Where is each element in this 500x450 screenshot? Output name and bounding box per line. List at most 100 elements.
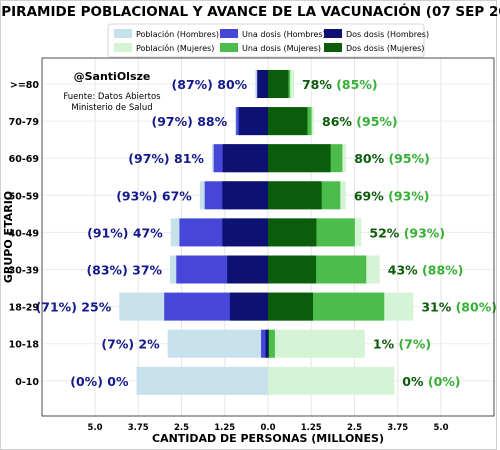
bar-dos-dosis-hombres-10-18 xyxy=(265,329,268,358)
legend-swatch-dos-dosis-hombres xyxy=(324,29,342,38)
y-tick-0-10: 0-10 xyxy=(15,377,39,388)
label-right-pct-one: (80%) xyxy=(456,300,497,315)
label-right-pct-one: (95%) xyxy=(356,114,397,129)
legend-label-una-dosis-mujeres: Una dosis (Mujeres) xyxy=(242,44,321,53)
bars-layer xyxy=(119,70,414,395)
label-left-0-10: (0%) 0% xyxy=(70,374,129,389)
label-left-30-39: (83%) 37% xyxy=(86,263,162,278)
legend-label-poblaci-n-mujeres: Población (Mujeres) xyxy=(136,43,214,53)
y-tick-40-49: 40-49 xyxy=(9,228,39,239)
bar-poblaci-n-hombres-10-18 xyxy=(167,329,268,358)
label-right-pct-one: (95%) xyxy=(388,151,429,166)
label-left-80: (87%) 80% xyxy=(172,77,248,92)
label-right-pct-two: 69% xyxy=(354,188,384,203)
label-right-0-10: 0% (0%) xyxy=(402,374,460,389)
bar-poblaci-n-mujeres-10-18 xyxy=(268,329,365,358)
y-tick-10-18: 10-18 xyxy=(9,340,40,351)
label-right-pct-one: (7%) xyxy=(398,337,431,352)
x-tick-3: 1.25 xyxy=(214,423,235,433)
label-right-60-69: 80% (95%) xyxy=(354,151,430,166)
x-tick-8: 5.0 xyxy=(433,423,448,433)
label-right-pct-two: 31% xyxy=(421,300,451,315)
bar-dos-dosis-mujeres-50-59 xyxy=(268,181,322,210)
label-right-10-18: 1% (7%) xyxy=(373,337,431,352)
bar-poblaci-n-hombres-0-10 xyxy=(136,366,268,395)
label-left-pct-one: (93%) xyxy=(116,188,157,203)
bar-dos-dosis-mujeres-60-69 xyxy=(268,144,331,173)
label-right-pct-two: 1% xyxy=(373,337,395,352)
label-right-70-79: 86% (95%) xyxy=(322,114,398,129)
label-left-40-49: (91%) 47% xyxy=(87,225,163,240)
label-left-pct-two: 81% xyxy=(174,151,204,166)
label-left-pct-two: 80% xyxy=(217,77,247,92)
bar-dos-dosis-hombres-50-59 xyxy=(222,181,268,210)
legend-swatch-una-dosis-mujeres xyxy=(220,43,238,52)
bar-dos-dosis-hombres-60-69 xyxy=(222,144,268,173)
bar-dos-dosis-hombres-70-79 xyxy=(238,107,268,136)
label-left-pct-one: (0%) xyxy=(70,374,103,389)
label-left-50-59: (93%) 67% xyxy=(116,188,192,203)
label-right-pct-one: (85%) xyxy=(336,77,377,92)
label-left-pct-two: 47% xyxy=(133,225,163,240)
label-left-18-29: (71%) 25% xyxy=(36,300,112,315)
label-right-40-49: 52% (93%) xyxy=(369,225,445,240)
x-axis-label: CANTIDAD DE PERSONAS (MILLONES) xyxy=(152,432,384,445)
label-right-80: 78% (85%) xyxy=(302,77,378,92)
label-right-30-39: 43% (88%) xyxy=(388,263,464,278)
bar-dos-dosis-mujeres-70-79 xyxy=(268,107,308,136)
label-left-pct-two: 67% xyxy=(162,188,192,203)
author-handle: @SantiOlsze xyxy=(74,70,151,83)
y-axis-label: GRUPO ETARIO xyxy=(2,191,15,283)
legend-items: Población (Hombres) Población (Mujeres) Un… xyxy=(114,29,429,53)
bar-una-dosis-mujeres-10-18 xyxy=(268,329,275,358)
label-left-70-79: (97%) 88% xyxy=(151,114,227,129)
label-left-pct-one: (87%) xyxy=(172,77,213,92)
x-tick-4: 0.0 xyxy=(260,423,275,433)
source-line-2: Ministerio de Salud xyxy=(71,103,152,113)
bar-dos-dosis-hombres-80 xyxy=(257,70,268,98)
plot-area-border xyxy=(41,57,495,417)
label-left-pct-one: (71%) xyxy=(36,300,77,315)
x-tick-2: 2.5 xyxy=(174,423,189,433)
label-right-pct-one: (88%) xyxy=(422,263,463,278)
label-left-pct-one: (97%) xyxy=(128,151,169,166)
label-left-pct-two: 88% xyxy=(197,114,227,129)
label-left-pct-one: (97%) xyxy=(151,114,192,129)
label-right-pct-two: 43% xyxy=(388,263,418,278)
y-tick-80: >=80 xyxy=(10,80,40,91)
label-right-pct-two: 0% xyxy=(402,374,424,389)
y-tick-30-39: 30-39 xyxy=(9,266,39,277)
y-tick-50-59: 50-59 xyxy=(9,191,39,202)
bar-dos-dosis-hombres-30-39 xyxy=(227,255,268,284)
label-right-18-29: 31% (80%) xyxy=(421,300,497,315)
label-left-10-18: (7%) 2% xyxy=(101,337,160,352)
legend-swatch-poblaci-n-mujeres xyxy=(114,43,132,52)
data-labels-layer: (87%) 80%(97%) 88%(97%) 81%(93%) 67%(91%… xyxy=(36,77,497,389)
x-tick-6: 2.5 xyxy=(347,423,362,433)
legend-frame xyxy=(107,23,425,58)
y-tick-labels: >=80 70-79 60-69 50-59 40-49 30-39 18-29 10-18 0… xyxy=(9,80,40,388)
x-tick-5: 1.25 xyxy=(301,423,322,433)
chart-title: PIRAMIDE POBLACIONAL Y AVANCE DE LA VACU… xyxy=(1,2,500,20)
legend-label-dos-dosis-hombres: Dos dosis (Hombres) xyxy=(346,30,429,39)
bar-dos-dosis-mujeres-30-39 xyxy=(268,255,317,284)
label-right-pct-two: 78% xyxy=(302,77,332,92)
x-tick-1: 3.75 xyxy=(128,423,149,433)
bar-dos-dosis-mujeres-10-18 xyxy=(268,329,270,358)
legend-swatch-una-dosis-hombres xyxy=(220,29,238,38)
legend-label-una-dosis-hombres: Una dosis (Hombres) xyxy=(242,30,326,39)
y-tick-70-79: 70-79 xyxy=(9,117,39,128)
bar-dos-dosis-hombres-40-49 xyxy=(222,218,268,247)
legend-swatch-dos-dosis-mujeres xyxy=(324,43,342,52)
label-left-60-69: (97%) 81% xyxy=(128,151,204,166)
source-annotation: @SantiOlsze Fuente: Datos Abiertos Minis… xyxy=(63,70,161,113)
label-right-50-59: 69% (93%) xyxy=(354,188,430,203)
label-left-pct-two: 2% xyxy=(138,337,160,352)
bar-poblaci-n-mujeres-0-10 xyxy=(268,366,395,395)
label-left-pct-one: (91%) xyxy=(87,225,128,240)
label-right-pct-one: (93%) xyxy=(404,225,445,240)
label-left-pct-one: (83%) xyxy=(86,263,127,278)
x-tick-0: 5.0 xyxy=(87,423,102,433)
